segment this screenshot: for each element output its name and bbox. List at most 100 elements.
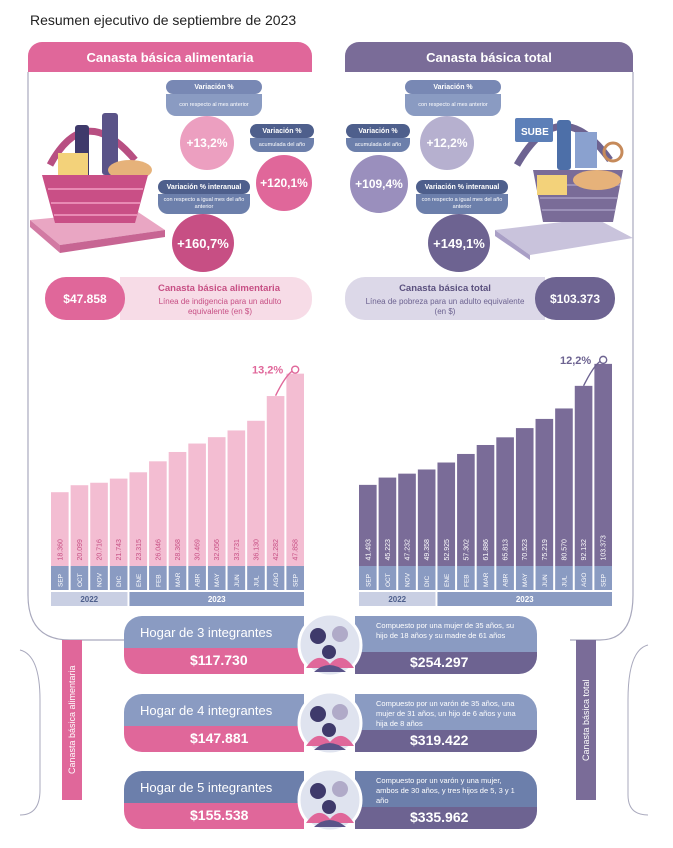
cbt-var-acumulada-sub: acumulada del año <box>346 138 410 152</box>
category-cell <box>437 566 456 590</box>
bar-abr-7 <box>188 443 206 566</box>
category-label: MAY <box>522 573 529 587</box>
bar-nov-2 <box>90 482 108 566</box>
bar-mar-6 <box>476 444 495 566</box>
cba-band-value: $47.858 <box>45 277 125 320</box>
cbt-var-interanual-label: Variación % interanual <box>416 180 508 194</box>
category-label: SEP <box>601 574 608 587</box>
cbt-var-acumulada-label: Variación % <box>346 124 410 138</box>
year-label: 2023 <box>516 595 534 604</box>
cba-var-mensual-value: +13,2% <box>180 116 234 170</box>
bar-ene-4 <box>129 472 148 566</box>
bar-oct-1 <box>378 477 397 566</box>
bar-may-8 <box>515 428 534 566</box>
bar-value-label: 33.731 <box>234 539 241 561</box>
annotation-label: 13,2% <box>252 365 283 377</box>
category-cell <box>535 566 554 590</box>
category-cell <box>109 566 128 590</box>
bar-sep-12 <box>594 363 612 566</box>
bar-value-label: 49.358 <box>424 539 431 561</box>
bar-value-label: 36.130 <box>253 539 260 561</box>
sube-card-label: SUBE <box>521 127 549 138</box>
category-label: NOV <box>405 572 412 587</box>
category-label: NOV <box>97 572 104 587</box>
category-label: OCT <box>77 573 84 587</box>
category-label: ENE <box>444 573 451 587</box>
category-label: JUL <box>253 575 260 587</box>
cbt-band-sub: Línea de pobreza para un adulto equivale… <box>365 297 525 316</box>
total-basket-icon: SUBE <box>495 118 633 260</box>
cbt-band-bg <box>345 277 545 320</box>
category-label: SEP <box>293 574 300 587</box>
category-cell <box>70 566 89 590</box>
bar-nov-2 <box>398 473 416 566</box>
bar-value-label: 18.360 <box>57 539 64 561</box>
cbt-header: Canasta básica total <box>345 42 633 72</box>
annotation-label: 12,2% <box>560 355 591 367</box>
category-cell <box>129 566 148 590</box>
year-label: 2022 <box>388 595 406 604</box>
cbt-var-interanual-value: +149,1% <box>428 214 490 272</box>
bar-value-label: 26.046 <box>155 539 162 561</box>
category-label: MAR <box>483 572 490 587</box>
bar-feb-5 <box>457 453 475 566</box>
bar-dic-3 <box>417 469 436 566</box>
category-cell <box>247 566 265 590</box>
bar-sep-12 <box>286 373 304 566</box>
category-cell <box>266 566 285 590</box>
cbt-side-label: Canasta básica total <box>576 640 596 800</box>
bar-value-label: 47.232 <box>405 539 412 561</box>
category-cell <box>90 566 108 590</box>
food-basket-icon <box>30 113 165 253</box>
bar-value-label: 41.493 <box>365 539 372 561</box>
cba-var-acumulada-label: Variación % <box>250 124 314 138</box>
category-label: FEB <box>463 574 470 587</box>
category-label: DIC <box>424 576 431 588</box>
category-cell <box>574 566 593 590</box>
bar-abr-7 <box>496 437 514 566</box>
category-label: AGO <box>581 573 588 587</box>
bar-may-8 <box>207 437 226 566</box>
bar-oct-1 <box>70 485 89 566</box>
bar-jun-9 <box>227 430 246 566</box>
bar-value-label: 30.469 <box>195 539 202 561</box>
category-label: ENE <box>136 573 143 587</box>
bar-value-label: 20.716 <box>97 539 104 561</box>
cbt-bar-chart: 41.493 SEP 45.223 OCT 47.232 NOV 49.358 DIC 52.9… <box>359 355 612 606</box>
bar-value-label: 57.302 <box>463 539 470 561</box>
bar-jul-10 <box>555 408 573 566</box>
cbt-var-acumulada-value: +109,4% <box>350 155 408 213</box>
category-cell <box>359 566 377 590</box>
bar-value-label: 65.813 <box>503 539 510 561</box>
cbt-var-mensual-value: +12,2% <box>420 116 474 170</box>
cba-side-label: Canasta básica alimentaria <box>62 640 82 800</box>
category-cell <box>594 566 612 590</box>
category-cell <box>496 566 514 590</box>
bar-sep-0 <box>51 492 69 566</box>
bar-value-label: 61.886 <box>483 539 490 561</box>
cba-band-sub: Línea de indigencia para un adulto equiv… <box>158 297 282 316</box>
category-cell <box>457 566 475 590</box>
category-cell <box>286 566 304 590</box>
category-cell <box>417 566 436 590</box>
category-label: SEP <box>365 574 372 587</box>
category-label: ABR <box>195 573 202 587</box>
year-label: 2023 <box>208 595 226 604</box>
cba-bar-chart: 18.360 SEP 20.099 OCT 20.716 NOV 21.743 DIC 23.3… <box>51 365 304 606</box>
cba-header: Canasta básica alimentaria <box>28 42 312 72</box>
category-cell <box>168 566 187 590</box>
category-label: MAY <box>214 573 221 587</box>
year-group-2022 <box>51 592 128 606</box>
bar-value-label: 20.099 <box>77 539 84 561</box>
category-cell <box>51 566 69 590</box>
bar-value-label: 47.858 <box>293 539 300 561</box>
category-label: MAR <box>175 572 182 587</box>
bar-value-label: 70.523 <box>522 539 529 561</box>
bar-value-label: 75.219 <box>542 539 549 561</box>
category-cell <box>398 566 416 590</box>
category-cell <box>555 566 573 590</box>
bar-value-label: 103.373 <box>601 535 608 560</box>
cba-var-acumulada-sub: acumulada del año <box>250 138 314 152</box>
annotation-dot <box>598 355 608 365</box>
